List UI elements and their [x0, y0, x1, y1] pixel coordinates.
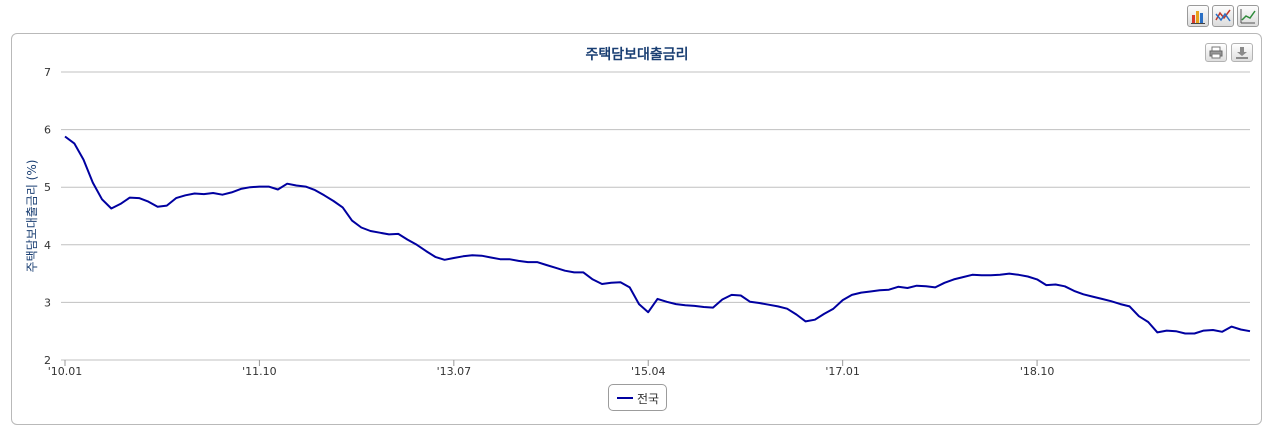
x-tick-label: '15.04: [631, 365, 666, 378]
trend-chart-button[interactable]: [1237, 5, 1259, 27]
x-tick-label: '18.10: [1020, 365, 1055, 378]
print-icon: [1209, 46, 1223, 59]
y-tick-label: 2: [44, 354, 51, 367]
download-icon: [1236, 47, 1248, 59]
bar-chart-button[interactable]: [1187, 5, 1209, 27]
y-tick-label: 7: [44, 66, 51, 79]
y-tick-label: 5: [44, 181, 51, 194]
x-tick-label: '11.10: [242, 365, 277, 378]
x-tick-label: '10.01: [48, 365, 83, 378]
y-tick-label: 6: [44, 124, 51, 137]
y-tick-label: 4: [44, 239, 51, 252]
line-chart-icon: [1215, 9, 1231, 22]
x-tick-label: '13.07: [437, 365, 472, 378]
legend-series-label: 전국: [637, 392, 660, 406]
series-line-jeonguk[interactable]: [64, 135, 1251, 335]
y-tick-label: 3: [44, 296, 51, 309]
y-axis-label: 주택담보대출금리 (%): [25, 160, 39, 273]
trend-chart-icon: [1240, 9, 1256, 24]
line-chart-button[interactable]: [1212, 5, 1234, 27]
legend[interactable]: 전국: [608, 384, 667, 411]
print-button[interactable]: [1205, 43, 1227, 62]
chart-title: 주택담보대출금리: [585, 46, 688, 63]
legend-series-swatch: [617, 397, 633, 399]
x-tick-label: '17.01: [825, 365, 860, 378]
download-button[interactable]: [1231, 43, 1253, 62]
bar-chart-icon: [1191, 11, 1205, 24]
